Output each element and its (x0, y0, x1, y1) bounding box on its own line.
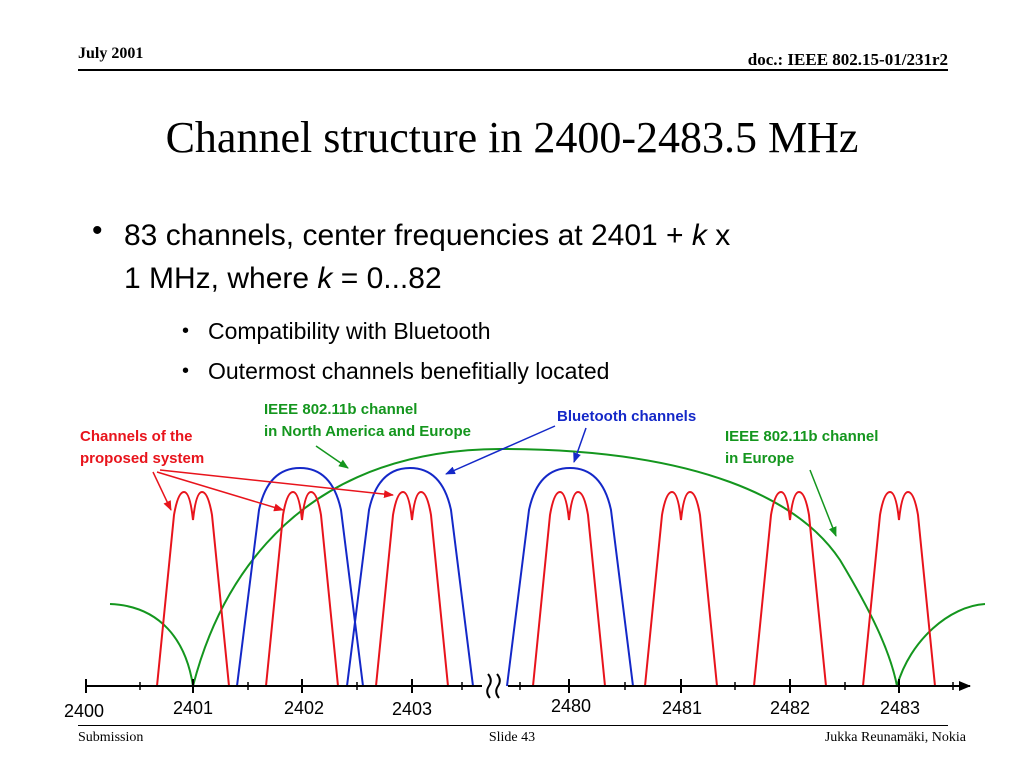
header-rule (78, 69, 948, 71)
annotation-proposed-line2: proposed system (80, 450, 205, 467)
tick-label-2402: 2402 (284, 698, 324, 718)
tick-label-2483: 2483 (880, 698, 920, 718)
tick-label-2481: 2481 (662, 698, 702, 718)
bluetooth-arrows (445, 425, 587, 475)
tick-label-2401: 2401 (173, 698, 213, 718)
footer-slide-number: Slide 43 (488, 730, 536, 745)
proposed-channel-2401 (156, 490, 230, 687)
annotation-proposed-line1: Channels of the (80, 428, 193, 445)
sub-bullet-marker: • (182, 320, 190, 342)
bullet-main-text-2a: 1 MHz, where (124, 262, 318, 295)
bullet-main: 83 channels, center frequencies at 2401 … (124, 214, 954, 300)
slide-title: Channel structure in 2400-2483.5 MHz (165, 113, 859, 162)
bluetooth-channel-2480 (506, 466, 634, 687)
annotation-ieee-eu-line2: in Europe (725, 450, 795, 467)
annotation-ieee-na: IEEE 802.11b channel in North America an… (264, 399, 471, 443)
header-doc-id: doc.: IEEE 802.15-01/231r2 (747, 50, 948, 69)
tick-label-2480: 2480 (551, 696, 591, 716)
axis-minor-ticks (139, 682, 954, 690)
annotation-ieee-eu-line1: IEEE 802.11b channel (725, 428, 879, 445)
bluetooth-curves (236, 466, 634, 687)
proposed-channel-2482 (753, 490, 827, 687)
tick-label-2482: 2482 (770, 698, 810, 718)
bullet-main-k2: k (317, 262, 333, 295)
bluetooth-channel-2402 (236, 466, 364, 687)
bullet-main-k1: k (691, 219, 707, 252)
axis-ticks (85, 679, 900, 693)
bluetooth-channel-2403 (346, 466, 474, 687)
bullet-marker: • (92, 214, 103, 247)
annotation-bluetooth: Bluetooth channels (557, 408, 697, 425)
axis-break (486, 673, 501, 699)
proposed-channel-2480 (532, 490, 606, 687)
bullet-main-text-1b: x (706, 219, 731, 252)
annotation-ieee-na-line2: in North America and Europe (264, 423, 471, 440)
sub-bullet-2: Outermost channels benefitially located (208, 358, 610, 384)
ieee-channel-na-curve (192, 447, 898, 687)
ieee-sidelobe-right (896, 603, 986, 687)
axis-tick-labels: 2400 2401 2402 2403 2480 2481 2482 2483 (64, 696, 920, 721)
bullet-main-text-2b: = 0...82 (332, 262, 442, 295)
header-date: July 2001 (78, 45, 144, 62)
bullet-main-text-1a: 83 channels, center frequencies at 2401 … (124, 219, 692, 252)
proposed-channel-2403 (375, 490, 449, 687)
tick-label-2403: 2403 (392, 699, 432, 719)
proposed-channel-2483 (862, 490, 936, 687)
proposed-channel-2402 (265, 490, 339, 687)
ieee-arrows (315, 445, 837, 537)
annotation-ieee-na-line1: IEEE 802.11b channel (264, 401, 418, 418)
sub-bullet-1: Compatibility with Bluetooth (208, 318, 491, 344)
proposed-arrows (152, 469, 394, 512)
frequency-axis (85, 673, 971, 699)
proposed-channel-2481 (644, 490, 718, 687)
annotation-ieee-eu: IEEE 802.11b channel in Europe (725, 426, 878, 470)
ieee-sidelobe-left (109, 603, 194, 687)
tick-label-2400: 2400 (64, 701, 104, 721)
footer-author: Jukka Reunamäki, Nokia (824, 730, 966, 745)
sub-bullet-marker: • (182, 360, 190, 382)
ieee-curves (109, 447, 986, 687)
footer-submission: Submission (78, 730, 144, 745)
footer-rule (78, 725, 948, 726)
proposed-curves (156, 490, 936, 687)
annotation-proposed: Channels of the proposed system (80, 426, 204, 470)
